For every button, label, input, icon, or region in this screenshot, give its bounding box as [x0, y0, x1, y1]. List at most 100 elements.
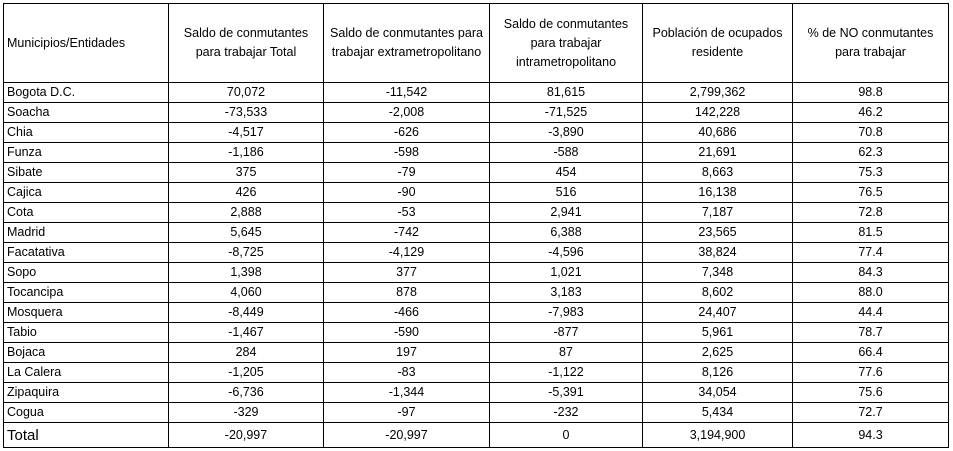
table-row: La Calera -1,205 -83 -1,122 8,126 77.6	[3, 362, 949, 383]
value-cell: 75.3	[792, 162, 949, 183]
value-cell: -590	[323, 322, 490, 343]
value-cell: -8,449	[168, 302, 324, 323]
value-cell: 878	[323, 282, 490, 303]
column-header: % de NO conmutantes para trabajar	[792, 3, 949, 83]
value-cell: 81.5	[792, 222, 949, 243]
value-cell: 23,565	[642, 222, 793, 243]
value-cell: 21,691	[642, 142, 793, 163]
value-cell: 40,686	[642, 122, 793, 143]
value-cell: -11,542	[323, 82, 490, 103]
value-cell: -71,525	[489, 102, 643, 123]
municipality-cell: Facatativa	[3, 242, 169, 263]
value-cell: -53	[323, 202, 490, 223]
value-cell: -8,725	[168, 242, 324, 263]
value-cell: 76.5	[792, 182, 949, 203]
value-cell: 44.4	[792, 302, 949, 323]
total-value-cell: -20,997	[323, 422, 490, 448]
table-row: Cota 2,888 -53 2,941 7,187 72.8	[3, 202, 949, 223]
table-row: Bogota D.C. 70,072 -11,542 81,615 2,799,362 9…	[3, 82, 949, 103]
value-cell: -73,533	[168, 102, 324, 123]
table-row: Cogua -329 -97 -232 5,434 72.7	[3, 402, 949, 423]
column-header: Saldo de conmutantes para trabajar extra…	[323, 3, 490, 83]
value-cell: 7,187	[642, 202, 793, 223]
municipality-cell: Cajica	[3, 182, 169, 203]
value-cell: -90	[323, 182, 490, 203]
municipality-cell: Soacha	[3, 102, 169, 123]
value-cell: -4,517	[168, 122, 324, 143]
value-cell: 5,645	[168, 222, 324, 243]
municipality-cell: Zipaquira	[3, 382, 169, 403]
value-cell: 7,348	[642, 262, 793, 283]
table-row: Bojaca 284 197 87 2,625 66.4	[3, 342, 949, 363]
value-cell: 72.7	[792, 402, 949, 423]
value-cell: 66.4	[792, 342, 949, 363]
value-cell: 62.3	[792, 142, 949, 163]
table-row: Soacha -73,533 -2,008 -71,525 142,228 46.2	[3, 102, 949, 123]
municipality-cell: Cota	[3, 202, 169, 223]
table-row: Facatativa -8,725 -4,129 -4,596 38,824 77.4	[3, 242, 949, 263]
value-cell: 426	[168, 182, 324, 203]
table-row: Chia -4,517 -626 -3,890 40,686 70.8	[3, 122, 949, 143]
value-cell: -2,008	[323, 102, 490, 123]
table-row: Sibate 375 -79 454 8,663 75.3	[3, 162, 949, 183]
municipality-cell: Mosquera	[3, 302, 169, 323]
value-cell: 70,072	[168, 82, 324, 103]
value-cell: -1,122	[489, 362, 643, 383]
value-cell: 454	[489, 162, 643, 183]
value-cell: 88.0	[792, 282, 949, 303]
table-row: Cajica 426 -90 516 16,138 76.5	[3, 182, 949, 203]
value-cell: 1,398	[168, 262, 324, 283]
municipality-cell: Sopo	[3, 262, 169, 283]
value-cell: 24,407	[642, 302, 793, 323]
value-cell: -232	[489, 402, 643, 423]
value-cell: -4,596	[489, 242, 643, 263]
total-value-cell: -20,997	[168, 422, 324, 448]
municipality-cell: Funza	[3, 142, 169, 163]
municipality-cell: Madrid	[3, 222, 169, 243]
total-label: Total	[3, 422, 169, 448]
value-cell: 2,941	[489, 202, 643, 223]
value-cell: 72.8	[792, 202, 949, 223]
value-cell: 2,625	[642, 342, 793, 363]
value-cell: -1,186	[168, 142, 324, 163]
value-cell: 142,228	[642, 102, 793, 123]
table-row: Zipaquira -6,736 -1,344 -5,391 34,054 75.6	[3, 382, 949, 403]
value-cell: 8,663	[642, 162, 793, 183]
value-cell: -83	[323, 362, 490, 383]
total-value-cell: 94.3	[792, 422, 949, 448]
table-row: Mosquera -8,449 -466 -7,983 24,407 44.4	[3, 302, 949, 323]
table-row: Funza -1,186 -598 -588 21,691 62.3	[3, 142, 949, 163]
value-cell: 70.8	[792, 122, 949, 143]
table-row: Tabio -1,467 -590 -877 5,961 78.7	[3, 322, 949, 343]
value-cell: -5,391	[489, 382, 643, 403]
table-row: Tocancipa 4,060 878 3,183 8,602 88.0	[3, 282, 949, 303]
value-cell: 87	[489, 342, 643, 363]
value-cell: -1,467	[168, 322, 324, 343]
value-cell: 377	[323, 262, 490, 283]
value-cell: 5,961	[642, 322, 793, 343]
value-cell: -877	[489, 322, 643, 343]
value-cell: 5,434	[642, 402, 793, 423]
value-cell: 77.4	[792, 242, 949, 263]
value-cell: 46.2	[792, 102, 949, 123]
value-cell: 1,021	[489, 262, 643, 283]
value-cell: 81,615	[489, 82, 643, 103]
value-cell: 375	[168, 162, 324, 183]
municipality-cell: Chia	[3, 122, 169, 143]
value-cell: 8,602	[642, 282, 793, 303]
value-cell: 6,388	[489, 222, 643, 243]
value-cell: -1,344	[323, 382, 490, 403]
value-cell: -3,890	[489, 122, 643, 143]
header-row: Municipios/Entidades Saldo de conmutantes…	[3, 3, 949, 83]
municipality-cell: Bojaca	[3, 342, 169, 363]
value-cell: -97	[323, 402, 490, 423]
municipality-cell: Sibate	[3, 162, 169, 183]
municipality-cell: Bogota D.C.	[3, 82, 169, 103]
table-body: Bogota D.C. 70,072 -11,542 81,615 2,799,362 9…	[3, 82, 949, 448]
value-cell: -6,736	[168, 382, 324, 403]
column-header: Municipios/Entidades	[3, 3, 169, 83]
value-cell: -329	[168, 402, 324, 423]
municipality-cell: La Calera	[3, 362, 169, 383]
value-cell: -626	[323, 122, 490, 143]
value-cell: 98.8	[792, 82, 949, 103]
